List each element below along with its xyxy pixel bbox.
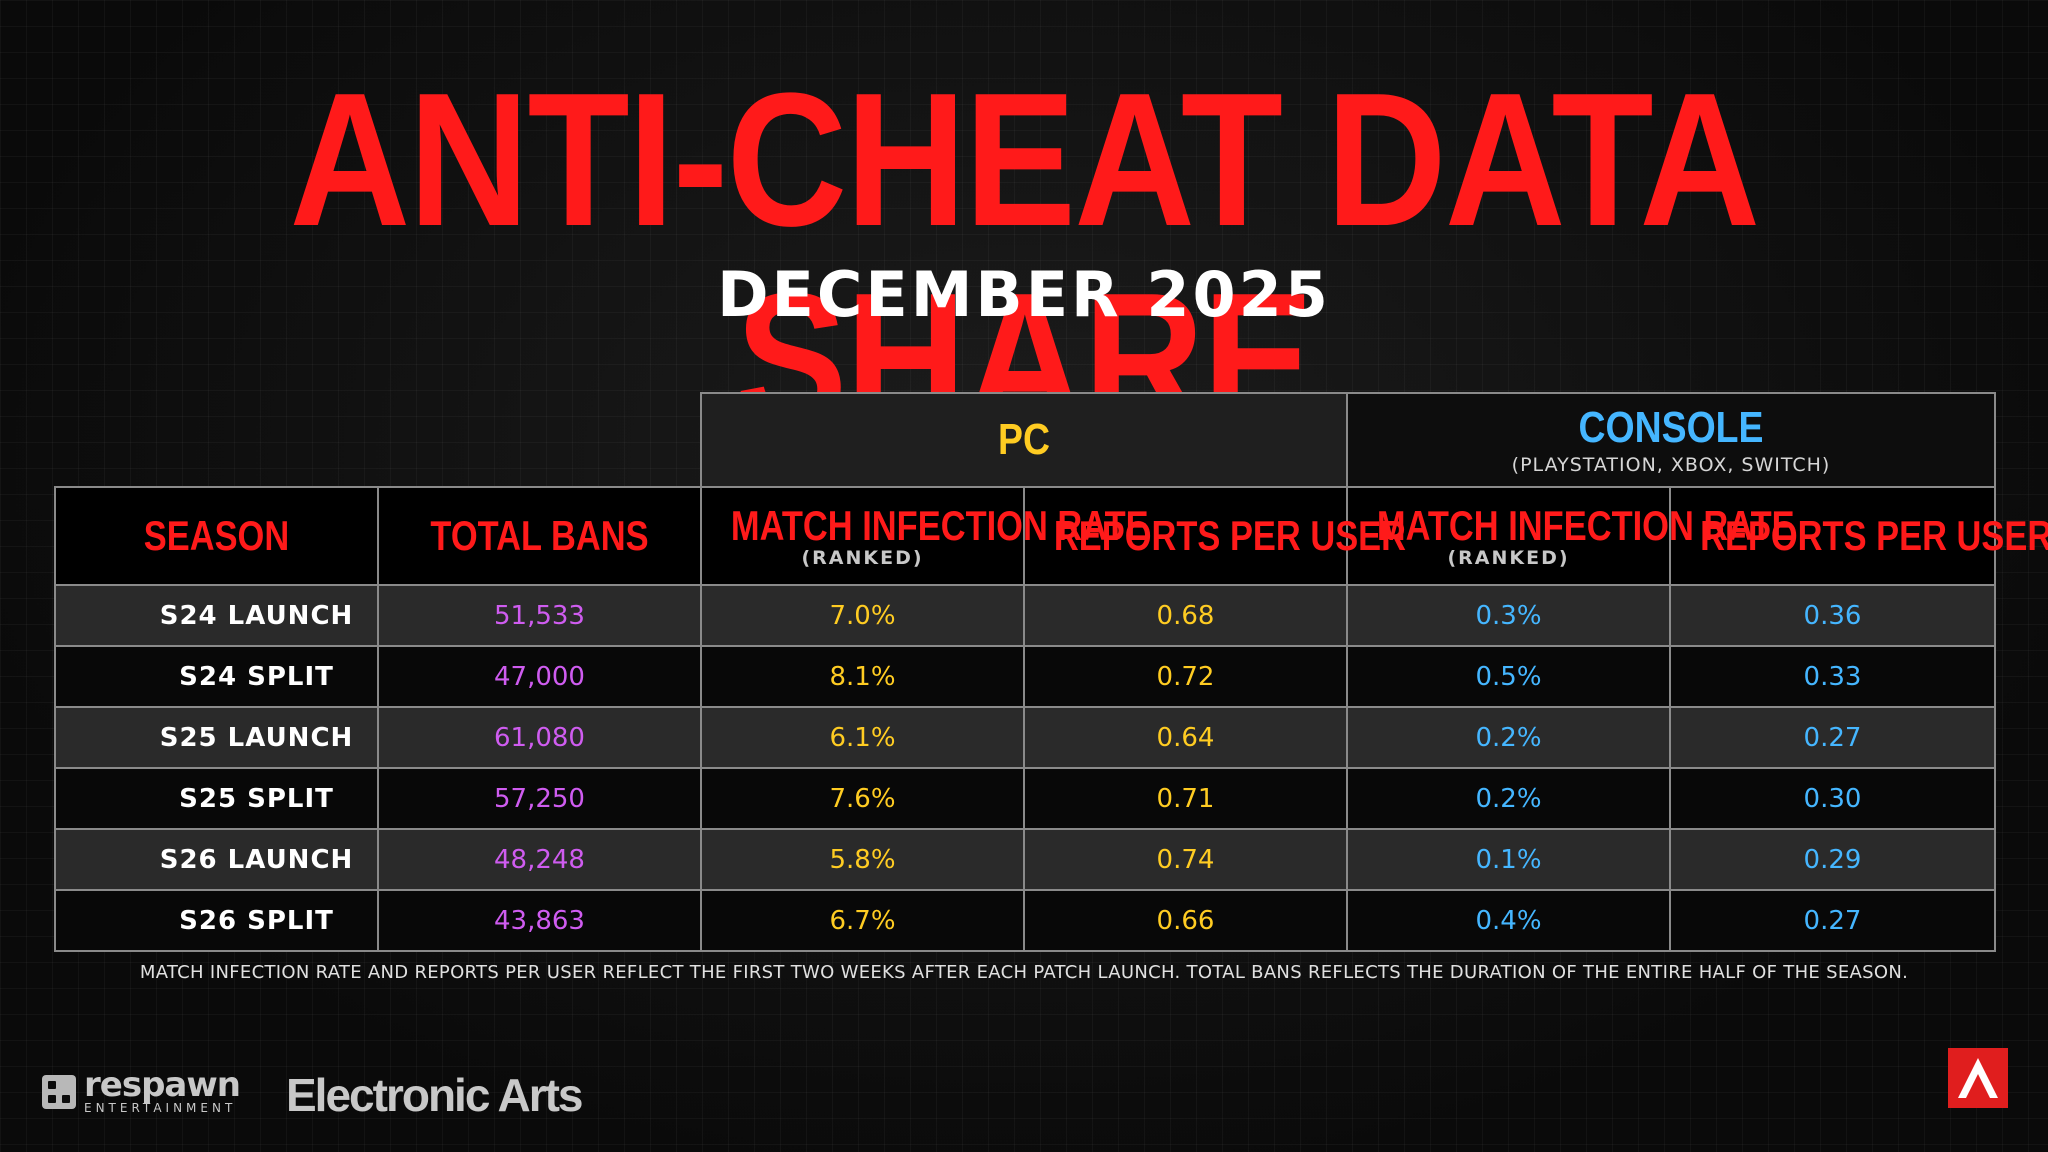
cell-pc-reports-per-user: 0.66 xyxy=(1023,889,1348,952)
table-row: S26 SPLIT 43,863 6.7% 0.66 0.4% 0.27 xyxy=(54,889,1996,952)
cell-pc-reports-per-user: 0.64 xyxy=(1023,706,1348,769)
cell-console-match-infection-rate: 0.2% xyxy=(1346,706,1671,769)
cell-total-bans: 61,080 xyxy=(377,706,702,769)
cell-season: S25 LAUNCH xyxy=(54,706,379,769)
column-header-pc-mir-label: MATCH INFECTION RATE xyxy=(730,502,1149,549)
cell-total-bans: 43,863 xyxy=(377,889,702,952)
column-header-con-rpu-label: REPORTS PER USER xyxy=(1700,512,2048,559)
column-header-pc-match-infection-rate: MATCH INFECTION RATE (RANKED) xyxy=(700,486,1149,586)
cell-pc-match-infection-rate: 6.7% xyxy=(700,889,1025,952)
ea-logo: Electronic Arts xyxy=(286,1069,584,1121)
table-row: S24 LAUNCH 51,533 7.0% 0.68 0.3% 0.36 xyxy=(54,584,1996,647)
respawn-logo-name: respawn xyxy=(84,1065,241,1105)
column-header-con-mir-label: MATCH INFECTION RATE xyxy=(1376,502,1795,549)
table-row: S25 SPLIT 57,250 7.6% 0.71 0.2% 0.30 xyxy=(54,767,1996,830)
cell-season: S24 SPLIT xyxy=(54,645,379,708)
group-name-pc: PC xyxy=(998,415,1050,464)
cell-pc-reports-per-user: 0.71 xyxy=(1023,767,1348,830)
column-header-total-bans: TOTAL BANS xyxy=(377,486,702,586)
column-header-season-label: SEASON xyxy=(143,512,290,559)
cell-console-reports-per-user: 0.27 xyxy=(1669,706,1996,769)
group-sub-console: (PLAYSTATION, XBOX, SWITCH) xyxy=(1511,454,1831,476)
group-header-console: CONSOLE (PLAYSTATION, XBOX, SWITCH) xyxy=(1346,392,1996,488)
group-name-console: CONSOLE xyxy=(1578,403,1764,452)
cell-console-reports-per-user: 0.30 xyxy=(1669,767,1996,830)
page-subtitle: DECEMBER 2025 xyxy=(717,258,1331,331)
cell-console-reports-per-user: 0.29 xyxy=(1669,828,1996,891)
cell-console-match-infection-rate: 0.3% xyxy=(1346,584,1671,647)
cell-console-reports-per-user: 0.33 xyxy=(1669,645,1996,708)
column-header-console-match-infection-rate: MATCH INFECTION RATE (RANKED) xyxy=(1346,486,1795,586)
cell-season: S26 LAUNCH xyxy=(54,828,379,891)
column-header-pc-rpu-label: REPORTS PER USER xyxy=(1053,512,1407,559)
respawn-logo: respawn ENTERTAINMENT xyxy=(42,1065,241,1115)
cell-total-bans: 51,533 xyxy=(377,584,702,647)
cell-total-bans: 57,250 xyxy=(377,767,702,830)
table-row: S24 SPLIT 47,000 8.1% 0.72 0.5% 0.33 xyxy=(54,645,1996,708)
cell-pc-match-infection-rate: 5.8% xyxy=(700,828,1025,891)
footnote: MATCH INFECTION RATE AND REPORTS PER USE… xyxy=(139,962,1909,983)
cell-pc-match-infection-rate: 6.1% xyxy=(700,706,1025,769)
table-corner-blank xyxy=(55,393,701,487)
respawn-icon xyxy=(42,1075,76,1109)
cell-total-bans: 47,000 xyxy=(377,645,702,708)
cell-pc-match-infection-rate: 8.1% xyxy=(700,645,1025,708)
cell-console-match-infection-rate: 0.5% xyxy=(1346,645,1671,708)
table-row: S26 LAUNCH 48,248 5.8% 0.74 0.1% 0.29 xyxy=(54,828,1996,891)
cell-pc-match-infection-rate: 7.0% xyxy=(700,584,1025,647)
group-header-pc: PC xyxy=(700,392,1348,488)
cell-pc-reports-per-user: 0.72 xyxy=(1023,645,1348,708)
table-row: S25 LAUNCH 61,080 6.1% 0.64 0.2% 0.27 xyxy=(54,706,1996,769)
anti-cheat-table: PC CONSOLE (PLAYSTATION, XBOX, SWITCH) S… xyxy=(54,392,2048,952)
column-header-pc-reports-per-user: REPORTS PER USER xyxy=(1023,486,1407,586)
cell-console-match-infection-rate: 0.4% xyxy=(1346,889,1671,952)
column-header-console-reports-per-user: REPORTS PER USER xyxy=(1669,486,2048,586)
page-title: ANTI-CHEAT DATA SHARE xyxy=(289,54,1761,466)
respawn-logo-sub: ENTERTAINMENT xyxy=(84,1101,237,1115)
cell-console-match-infection-rate: 0.2% xyxy=(1346,767,1671,830)
cell-season: S26 SPLIT xyxy=(54,889,379,952)
cell-season: S25 SPLIT xyxy=(54,767,379,830)
cell-pc-reports-per-user: 0.74 xyxy=(1023,828,1348,891)
cell-console-reports-per-user: 0.27 xyxy=(1669,889,1996,952)
cell-pc-match-infection-rate: 7.6% xyxy=(700,767,1025,830)
cell-pc-reports-per-user: 0.68 xyxy=(1023,584,1348,647)
cell-console-reports-per-user: 0.36 xyxy=(1669,584,1996,647)
column-header-pc-mir-sub: (RANKED) xyxy=(801,547,924,569)
cell-total-bans: 48,248 xyxy=(377,828,702,891)
column-header-total-bans-label: TOTAL BANS xyxy=(430,512,649,559)
column-header-con-mir-sub: (RANKED) xyxy=(1447,547,1570,569)
cell-console-match-infection-rate: 0.1% xyxy=(1346,828,1671,891)
column-header-season: SEASON xyxy=(54,486,379,586)
cell-season: S24 LAUNCH xyxy=(54,584,379,647)
apex-legends-logo-icon xyxy=(1948,1048,2008,1108)
